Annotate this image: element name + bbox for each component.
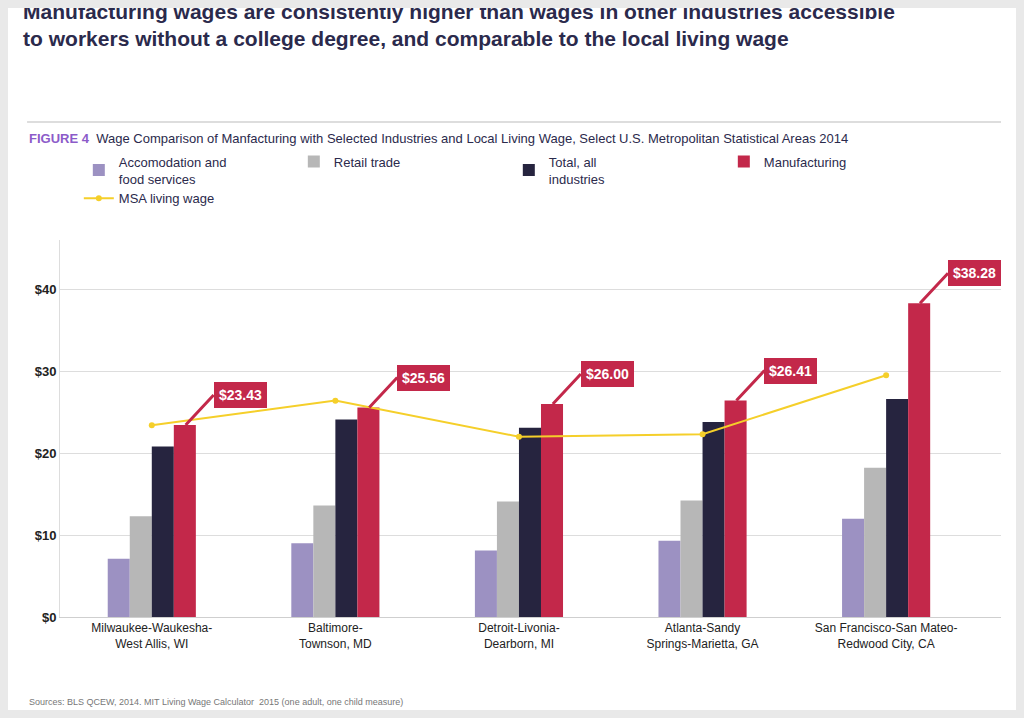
svg-text:Milwaukee-Waukesha-West Allis,: Milwaukee-Waukesha-West Allis, WI [91, 621, 212, 651]
svg-text:Sources: BLS QCEW, 2014. MIT L: Sources: BLS QCEW, 2014. MIT Living Wage… [29, 697, 403, 707]
svg-text:$20: $20 [35, 446, 57, 461]
svg-text:San Francisco-San Mateo-Redwoo: San Francisco-San Mateo-Redwood City, CA [815, 621, 958, 651]
svg-text:Atlanta-SandySprings-Marietta,: Atlanta-SandySprings-Marietta, GA [647, 621, 759, 651]
svg-text:$10: $10 [35, 528, 57, 543]
svg-text:$25.56: $25.56 [402, 370, 445, 386]
svg-text:MSA living wage: MSA living wage [119, 191, 214, 206]
svg-text:$40: $40 [35, 282, 57, 297]
svg-text:Retail trade: Retail trade [334, 155, 400, 170]
svg-text:FIGURE 4 Wage Comparison of M: FIGURE 4 Wage Comparison of Manfacturing… [29, 131, 848, 146]
svg-text:$26.00: $26.00 [586, 366, 629, 382]
svg-text:$30: $30 [35, 364, 57, 379]
svg-text:$26.41: $26.41 [769, 363, 812, 379]
svg-text:$23.43: $23.43 [219, 387, 262, 403]
svg-text:Total, allindustries: Total, allindustries [549, 155, 605, 187]
svg-text:Manufacturing wages are consis: Manufacturing wages are consistently hig… [23, 8, 895, 50]
svg-text:$0: $0 [42, 610, 56, 625]
svg-text:Accomodation andfood services: Accomodation andfood services [119, 155, 227, 187]
svg-text:Manufacturing: Manufacturing [764, 155, 846, 170]
svg-text:$38.28: $38.28 [953, 265, 996, 281]
svg-text:Detroit-Livonia-Dearborn, MI: Detroit-Livonia-Dearborn, MI [478, 621, 559, 651]
svg-text:Baltimore-Townson, MD: Baltimore-Townson, MD [299, 621, 372, 651]
